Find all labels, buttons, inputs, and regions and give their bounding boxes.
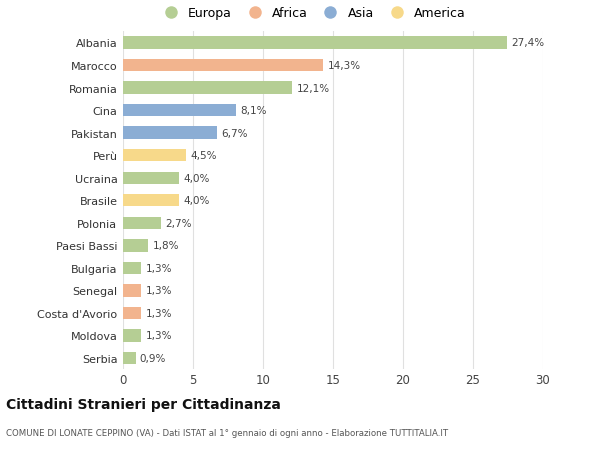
Text: 8,1%: 8,1%: [241, 106, 267, 116]
Bar: [123, 352, 136, 364]
Text: 1,3%: 1,3%: [145, 263, 172, 273]
Bar: [123, 240, 148, 252]
Text: 1,3%: 1,3%: [145, 286, 172, 296]
Bar: [123, 60, 323, 72]
Text: 0,9%: 0,9%: [140, 353, 166, 363]
Text: COMUNE DI LONATE CEPPINO (VA) - Dati ISTAT al 1° gennaio di ogni anno - Elaboraz: COMUNE DI LONATE CEPPINO (VA) - Dati IST…: [6, 428, 448, 437]
Text: 6,7%: 6,7%: [221, 129, 248, 138]
Bar: [123, 307, 141, 319]
Text: 2,7%: 2,7%: [165, 218, 191, 228]
Text: 1,3%: 1,3%: [145, 331, 172, 341]
Text: Cittadini Stranieri per Cittadinanza: Cittadini Stranieri per Cittadinanza: [6, 397, 281, 411]
Bar: [123, 105, 236, 117]
Bar: [123, 150, 186, 162]
Text: 12,1%: 12,1%: [296, 84, 330, 93]
Bar: [123, 37, 506, 50]
Text: 27,4%: 27,4%: [511, 39, 544, 48]
Bar: [123, 285, 141, 297]
Text: 4,0%: 4,0%: [183, 196, 209, 206]
Bar: [123, 330, 141, 342]
Bar: [123, 262, 141, 274]
Bar: [123, 217, 161, 230]
Bar: [123, 172, 179, 185]
Text: 14,3%: 14,3%: [328, 61, 361, 71]
Text: 4,5%: 4,5%: [190, 151, 217, 161]
Legend: Europa, Africa, Asia, America: Europa, Africa, Asia, America: [155, 5, 469, 22]
Bar: [123, 195, 179, 207]
Text: 1,3%: 1,3%: [145, 308, 172, 318]
Bar: [123, 82, 292, 95]
Text: 1,8%: 1,8%: [152, 241, 179, 251]
Bar: [123, 127, 217, 140]
Text: 4,0%: 4,0%: [183, 174, 209, 183]
